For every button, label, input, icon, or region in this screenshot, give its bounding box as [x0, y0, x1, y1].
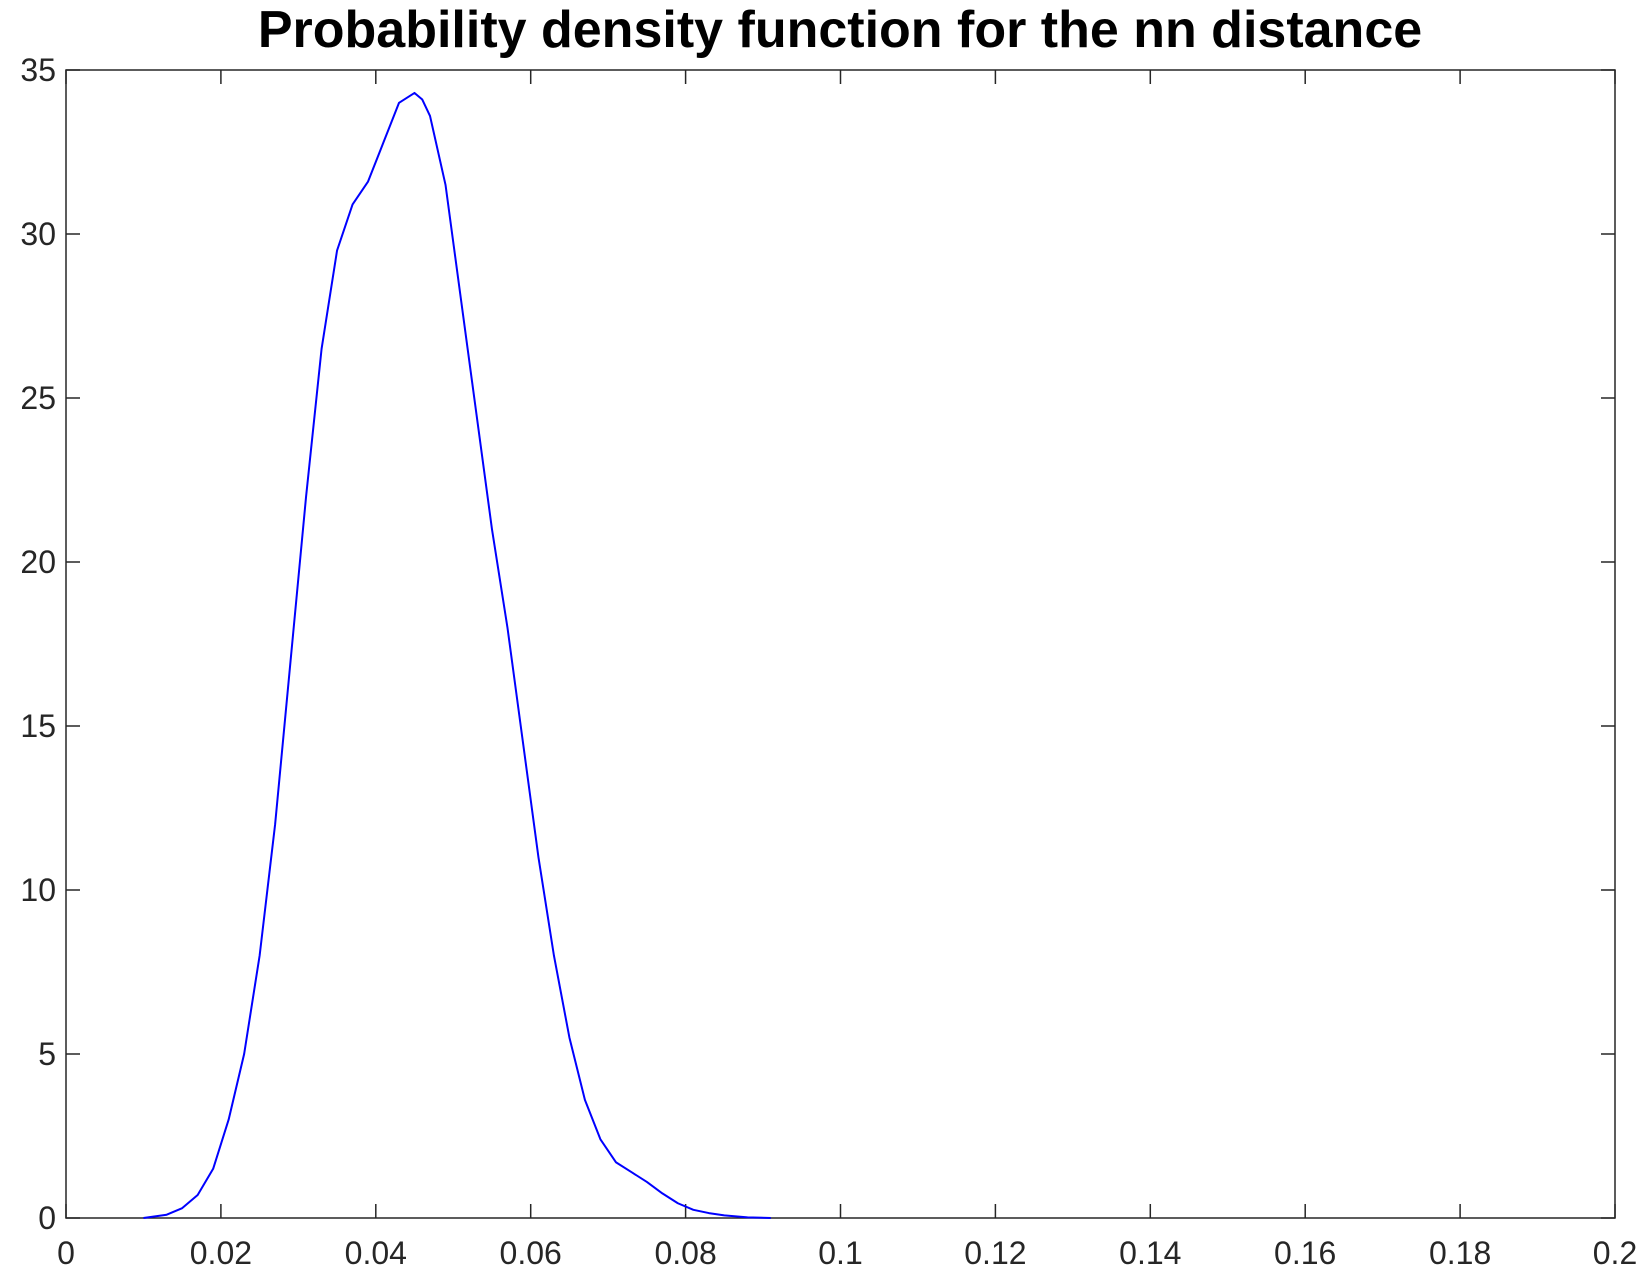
x-tick-label: 0	[57, 1235, 75, 1271]
y-tick-label: 25	[20, 380, 56, 416]
y-tick-label: 0	[38, 1200, 56, 1236]
x-tick-label: 0.2	[1593, 1235, 1637, 1271]
x-tick-label: 0.18	[1429, 1235, 1491, 1271]
x-tick-label: 0.04	[345, 1235, 407, 1271]
y-tick-label: 15	[20, 708, 56, 744]
x-tick-label: 0.08	[654, 1235, 716, 1271]
x-tick-label: 0.14	[1119, 1235, 1181, 1271]
y-tick-label: 20	[20, 544, 56, 580]
line	[143, 91, 771, 1219]
y-tick-label: 35	[20, 52, 56, 88]
y-tick-label: 5	[38, 1036, 56, 1072]
x-tick-label: 0.12	[964, 1235, 1026, 1271]
x-tick-label: 0.1	[818, 1235, 862, 1271]
x-tick-label: 0.02	[190, 1235, 252, 1271]
chart-title: Probability density function for the nn …	[258, 1, 1422, 59]
y-tick-label: 10	[20, 872, 56, 908]
axes-box	[65, 69, 1616, 1219]
x-tick-label: 0.06	[500, 1235, 562, 1271]
y-tick-label: 30	[20, 216, 56, 252]
x-tick-label: 0.16	[1274, 1235, 1336, 1271]
